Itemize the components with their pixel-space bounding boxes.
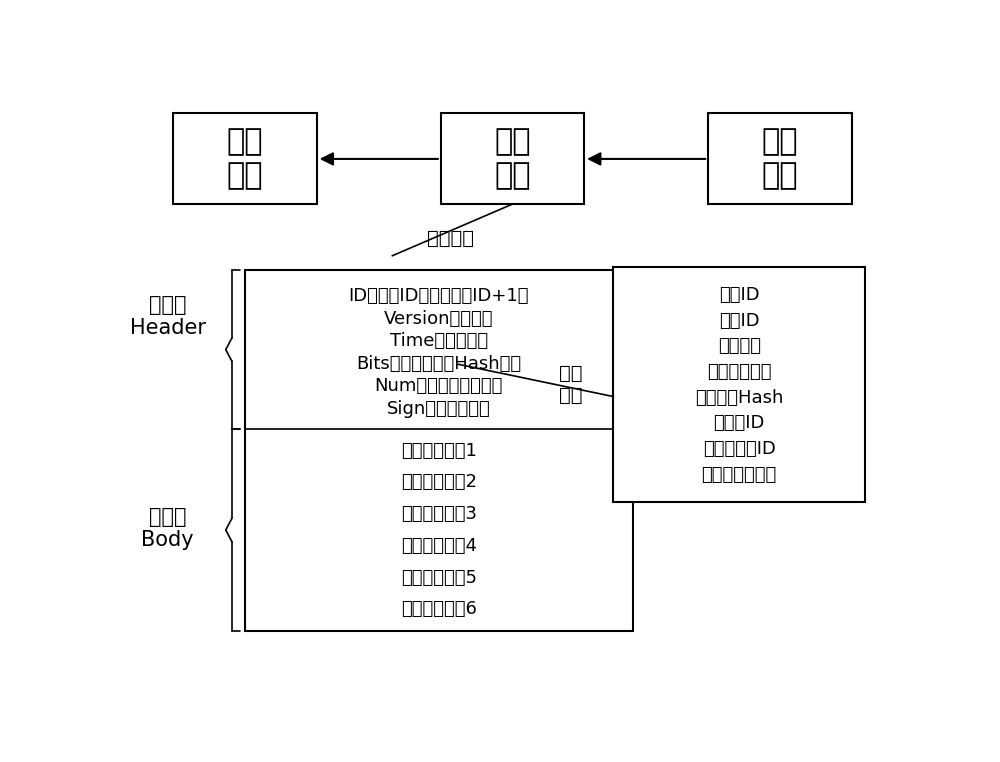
- Text: Version（版本）: Version（版本）: [384, 310, 494, 328]
- Text: 交易信息记录4: 交易信息记录4: [401, 537, 477, 555]
- Text: 交易信息记录5: 交易信息记录5: [401, 568, 477, 587]
- Bar: [245, 271, 633, 631]
- Text: 交易信息Hash: 交易信息Hash: [695, 389, 783, 407]
- Text: 购买方ID: 购买方ID: [714, 415, 765, 432]
- Text: Sign（数字签名）: Sign（数字签名）: [387, 400, 491, 418]
- Text: 记录
详情: 记录 详情: [559, 364, 582, 405]
- Text: Time（时间戳）: Time（时间戳）: [390, 332, 488, 351]
- Text: 记录类型: 记录类型: [718, 338, 761, 355]
- Text: 交易信息记录1: 交易信息记录1: [401, 441, 477, 459]
- Text: 前置
区块: 前置 区块: [227, 127, 263, 190]
- Text: Bits（当前目标的Hash值）: Bits（当前目标的Hash值）: [356, 355, 521, 373]
- Text: 区块头
Header: 区块头 Header: [130, 295, 206, 338]
- Text: 交易信息描述: 交易信息描述: [707, 363, 771, 381]
- Text: 当前
区块: 当前 区块: [494, 127, 531, 190]
- Text: Num（交易记录数量）: Num（交易记录数量）: [375, 377, 503, 395]
- Text: 订单ID: 订单ID: [719, 312, 760, 330]
- Text: 数据提供方ID: 数据提供方ID: [703, 440, 776, 458]
- Text: 交易信息记录6: 交易信息记录6: [401, 600, 477, 619]
- Text: 后置
区块: 后置 区块: [762, 127, 798, 190]
- Text: 提交者私钥签名: 提交者私钥签名: [702, 466, 777, 484]
- Text: 区块体
Body: 区块体 Body: [141, 507, 194, 550]
- Bar: [613, 267, 865, 502]
- Text: 交易信息记录3: 交易信息记录3: [401, 505, 477, 523]
- Text: 记录ID: 记录ID: [719, 286, 760, 304]
- Bar: [708, 114, 852, 204]
- Bar: [173, 114, 317, 204]
- Text: 区块详情: 区块详情: [427, 229, 474, 248]
- Text: ID（区块ID，前一区块ID+1）: ID（区块ID，前一区块ID+1）: [349, 287, 529, 306]
- Text: 交易信息记录2: 交易信息记录2: [401, 473, 477, 491]
- Bar: [441, 114, 584, 204]
